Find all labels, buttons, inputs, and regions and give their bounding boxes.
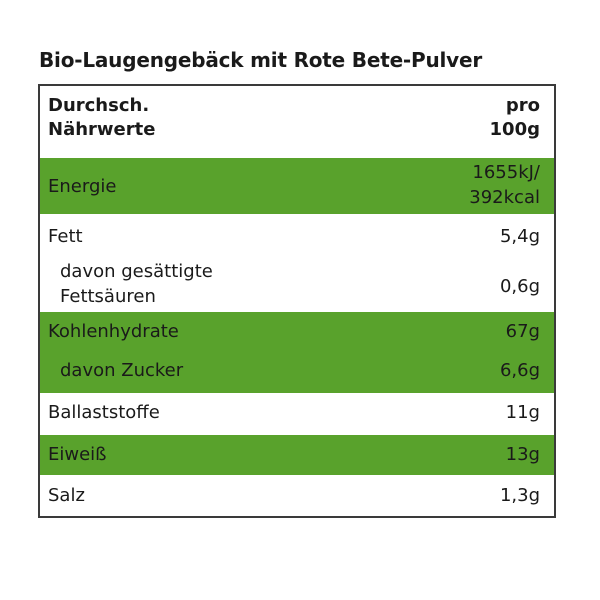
product-title: Bio-Laugengebäck mit Rote Bete-Pulver xyxy=(39,48,483,72)
row-value: 5,4g xyxy=(499,226,540,247)
row-value-line1: 1655kJ/ xyxy=(472,162,540,183)
nutrition-table: Durchsch. Nährwerte pro 100g Energie 165… xyxy=(38,84,556,518)
row-label: Eiweiß xyxy=(48,444,107,465)
header-label: Durchsch. Nährwerte xyxy=(48,94,155,142)
row-label: davon Zucker xyxy=(60,360,184,381)
row-value: 67g xyxy=(505,321,540,342)
row-kohlenhydrate: Kohlenhydrate 67g xyxy=(40,312,554,351)
row-zucker: davon Zucker 6,6g xyxy=(40,351,554,393)
row-label: Kohlenhydrate xyxy=(48,321,179,342)
row-label: davon gesättigte Fettsäuren xyxy=(60,259,213,309)
row-value-line2: 392kcal xyxy=(469,187,540,208)
row-label: Energie xyxy=(48,176,117,197)
row-eiweiss: Eiweiß 13g xyxy=(40,435,554,475)
row-label: Fett xyxy=(48,226,83,247)
row-label-line1: davon gesättigte xyxy=(60,261,213,282)
row-fett: Fett 5,4g xyxy=(40,214,554,257)
header-value-line1: pro xyxy=(505,95,540,116)
header-value-line2: 100g xyxy=(489,119,540,140)
row-value: 11g xyxy=(505,402,540,423)
header-value: pro 100g xyxy=(490,94,540,142)
row-label: Salz xyxy=(48,485,85,506)
row-label-line2: Fettsäuren xyxy=(60,286,156,307)
row-value: 0,6g xyxy=(499,276,540,297)
table-header: Durchsch. Nährwerte pro 100g xyxy=(40,86,554,158)
row-value: 6,6g xyxy=(499,360,540,381)
row-energie: Energie 1655kJ/ 392kcal xyxy=(40,158,554,214)
header-label-line2: Nährwerte xyxy=(48,119,156,140)
row-label: Ballaststoffe xyxy=(48,402,160,423)
row-value: 1,3g xyxy=(499,485,540,506)
row-value: 1655kJ/ 392kcal xyxy=(469,160,540,210)
row-ballaststoffe: Ballaststoffe 11g xyxy=(40,393,554,435)
header-label-line1: Durchsch. xyxy=(48,95,150,116)
row-value: 13g xyxy=(505,444,540,465)
row-salz: Salz 1,3g xyxy=(40,475,554,516)
row-gesaettigte-fettsaeuren: davon gesättigte Fettsäuren 0,6g xyxy=(40,257,554,312)
